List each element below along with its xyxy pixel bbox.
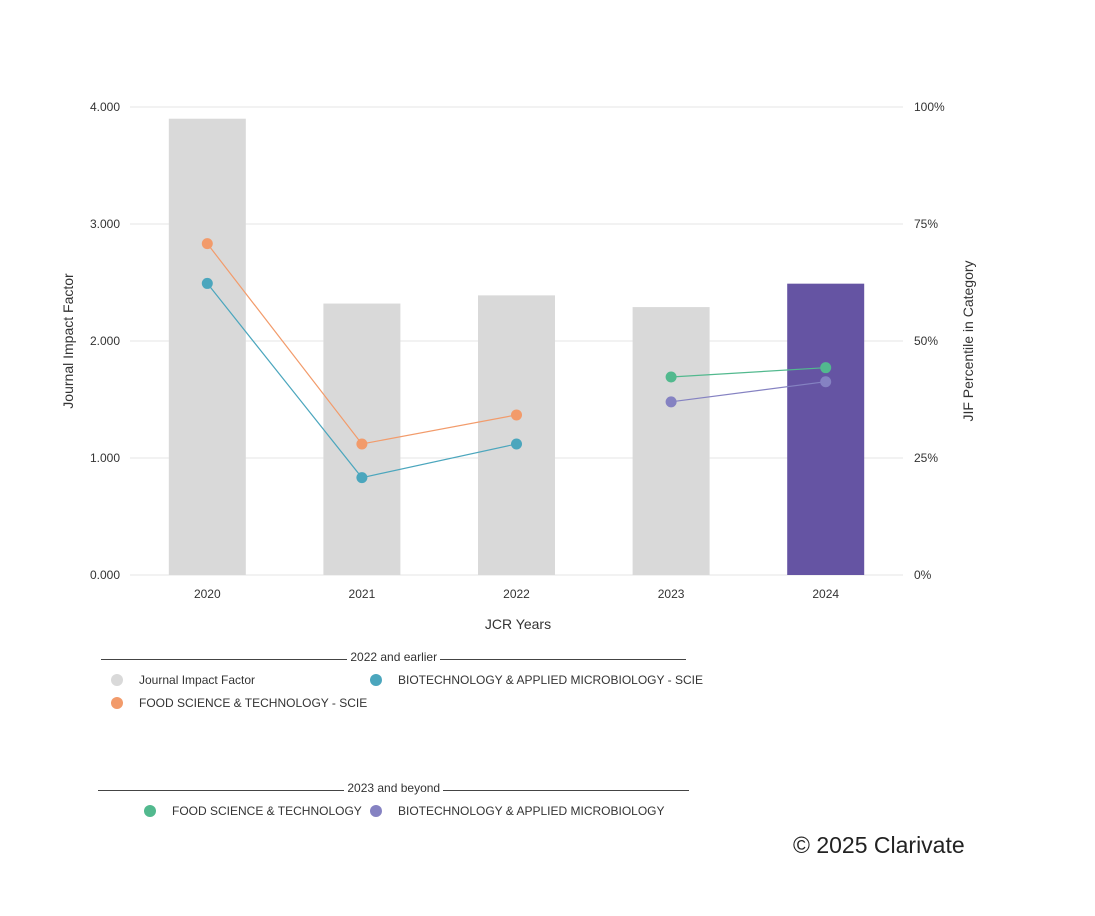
legend-item-biotech-scie[interactable]: BIOTECHNOLOGY & APPLIED MICROBIOLOGY - S…: [370, 673, 703, 687]
series-point-3-2023: [665, 396, 677, 408]
legend-label-journal-impact-factor: Journal Impact Factor: [139, 673, 256, 687]
legend-group1-header: 2022 and earlier: [101, 650, 687, 664]
bar-2023: [632, 307, 710, 575]
legend-swatch-biotech: [370, 805, 382, 817]
legend-group2-title: 2023 and beyond: [347, 781, 441, 795]
y2-axis-title: JIF Percentile in Category: [960, 260, 976, 421]
y-tick-label: 0.000: [90, 568, 120, 582]
legend-group2-rule-right: [443, 790, 690, 792]
y-tick-label: 2.000: [90, 334, 120, 348]
y2-tick-label: 0%: [914, 568, 932, 582]
series-point-1-2020: [201, 277, 213, 289]
line-layer: [201, 238, 832, 484]
y-axis-title: Journal Impact Factor: [60, 273, 76, 409]
legend-label-food-scie: FOOD SCIENCE & TECHNOLOGY - SCIE: [139, 696, 368, 710]
legend-group2-header: 2023 and beyond: [98, 781, 690, 795]
legend-item-food-scie[interactable]: FOOD SCIENCE & TECHNOLOGY - SCIE: [111, 696, 367, 710]
series-point-3-2024: [820, 376, 832, 388]
series-point-1-2021: [356, 472, 368, 484]
x-tick-label: 2024: [812, 587, 839, 601]
bar-2020: [168, 118, 246, 575]
x-tick-label: 2021: [349, 587, 376, 601]
copyright-text: © 2025 Clarivate: [793, 832, 965, 858]
series-point-0-2022: [511, 409, 522, 421]
series-point-0-2020: [201, 238, 213, 250]
y2-tick-label: 75%: [914, 217, 938, 231]
y-tick-label: 3.000: [90, 217, 120, 231]
series-line-2: [671, 367, 826, 378]
y2-tick-label: 25%: [914, 451, 938, 465]
x-axis-title: JCR Years: [485, 616, 551, 632]
x-tick-label: 2022: [503, 587, 530, 601]
y2-tick-label: 100%: [914, 100, 945, 114]
legend-swatch-food: [144, 805, 156, 817]
series-point-2-2023: [665, 371, 677, 383]
legend-item-biotech[interactable]: BIOTECHNOLOGY & APPLIED MICROBIOLOGY: [370, 804, 665, 818]
bar-2024: [787, 283, 865, 575]
series-point-1-2022: [511, 438, 522, 450]
legend-group1-title: 2022 and earlier: [350, 650, 438, 664]
series-point-2-2024: [820, 362, 832, 374]
legend-label-biotech-scie: BIOTECHNOLOGY & APPLIED MICROBIOLOGY - S…: [398, 673, 703, 687]
series-point-0-2021: [356, 438, 368, 450]
legend-item-journal-impact-factor[interactable]: Journal Impact Factor: [111, 673, 255, 687]
x-tick-label: 2020: [194, 587, 221, 601]
axis-layer: 0.000 1.000 2.000 3.000 4.000 0% 25% 50% 75% 100%…: [90, 100, 945, 601]
legend-label-biotech: BIOTECHNOLOGY & APPLIED MICROBIOLOGY: [398, 804, 665, 818]
y-tick-label: 1.000: [90, 451, 120, 465]
bar-2022: [478, 295, 555, 575]
legend-swatch-biotech-scie: [370, 674, 382, 686]
legend-item-food[interactable]: FOOD SCIENCE & TECHNOLOGY: [144, 804, 362, 818]
series-line-3: [671, 381, 826, 403]
legend-group1-rule-left: [101, 659, 347, 661]
legend-group2-rule-left: [98, 790, 344, 792]
x-tick-label: 2023: [658, 587, 685, 601]
legend-swatch-food-scie: [111, 697, 123, 709]
legend-label-food: FOOD SCIENCE & TECHNOLOGY: [172, 804, 362, 818]
y-tick-label: 4.000: [90, 100, 120, 114]
y2-tick-label: 50%: [914, 334, 938, 348]
legend-swatch-journal-impact-factor: [111, 674, 123, 686]
bar-layer: [168, 118, 865, 575]
legend-group1-rule-right: [440, 659, 687, 661]
